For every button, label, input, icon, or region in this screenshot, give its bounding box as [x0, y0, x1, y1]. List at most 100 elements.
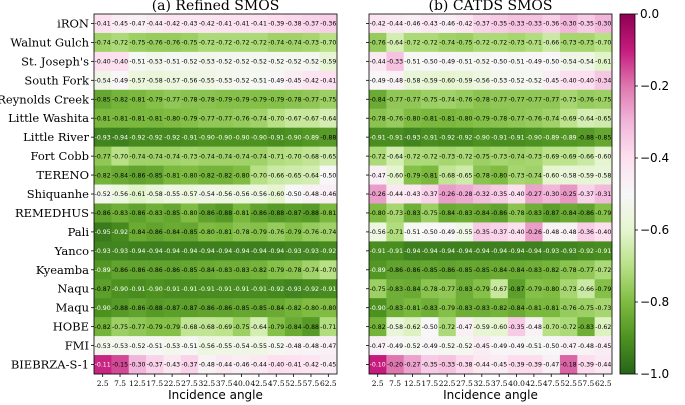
cell-label: -0.83 — [578, 324, 594, 331]
cell-label: -0.60 — [543, 172, 559, 179]
y-tick-label: Walnut Gulch — [10, 35, 89, 49]
heatmap-cell — [386, 222, 405, 242]
heatmap-cell — [525, 355, 543, 375]
cell-label: -0.60 — [387, 172, 403, 179]
cell-label: -0.52 — [303, 59, 319, 66]
heatmap-cell — [473, 14, 491, 34]
cell-label: -0.56 — [370, 229, 386, 236]
heatmap-cell — [232, 70, 251, 91]
cell-label: -0.51 — [181, 343, 197, 350]
heatmap-cell — [594, 203, 613, 223]
heatmap-cell — [302, 260, 320, 280]
cell-label: -0.66 — [268, 172, 284, 179]
heatmap-cell — [559, 222, 578, 242]
heatmap-cell — [146, 317, 164, 337]
cell-label: -0.91 — [320, 286, 336, 293]
cell-label: -0.85 — [422, 267, 438, 274]
cell-label: -0.88 — [320, 134, 336, 141]
heatmap-cell — [146, 203, 164, 223]
heatmap-cell — [215, 165, 234, 185]
heatmap-cell — [198, 146, 216, 166]
heatmap-cell — [319, 165, 338, 185]
heatmap-cell — [369, 336, 387, 356]
x-tick-label: 22.5 — [164, 379, 181, 388]
heatmap-cell — [507, 203, 526, 223]
heatmap-cell — [577, 146, 595, 166]
heatmap-cell — [403, 241, 422, 261]
heatmap-cell — [267, 70, 286, 91]
cell-label: -0.58 — [404, 78, 420, 85]
heatmap-cell — [284, 89, 303, 110]
heatmap-cell — [455, 89, 474, 110]
heatmap-cell — [525, 241, 543, 261]
y-tick-label: Shiquanhe — [27, 187, 89, 201]
heatmap-cell — [525, 70, 543, 91]
cell-label: -0.64 — [251, 324, 267, 331]
heatmap-cell — [319, 317, 338, 337]
heatmap-cell — [386, 127, 405, 147]
cell-label: -0.41 — [251, 21, 267, 28]
heatmap-cell — [594, 32, 613, 53]
cell-label: -0.68 — [181, 324, 197, 331]
heatmap-cell — [386, 51, 405, 72]
heatmap-cell — [577, 241, 595, 261]
cell-label: -0.79 — [251, 96, 267, 103]
cell-label: -0.56 — [112, 191, 128, 198]
cell-label: -0.39 — [509, 362, 525, 369]
heatmap-cell — [507, 127, 526, 147]
cell-label: -0.69 — [561, 115, 577, 122]
cell-label: -0.58 — [595, 172, 611, 179]
cell-label: -0.87 — [181, 305, 197, 312]
cell-label: -0.88 — [303, 210, 319, 217]
heatmap-cell — [594, 336, 613, 356]
y-tick-label: REMEDHUS — [15, 206, 89, 220]
heatmap-cell — [455, 298, 474, 318]
cell-label: -0.85 — [181, 229, 197, 236]
heatmap-cell — [490, 222, 509, 242]
cell-label: -0.90 — [199, 134, 215, 141]
cell-label: -0.93 — [95, 248, 111, 255]
cell-label: -0.86 — [491, 210, 507, 217]
cell-label: -0.46 — [234, 362, 250, 369]
cell-label: -0.49 — [387, 343, 403, 350]
cell-label: -0.90 — [474, 134, 490, 141]
cell-label: -0.83 — [216, 267, 232, 274]
cell-label: -0.48 — [286, 343, 302, 350]
heatmap-cell — [490, 89, 509, 110]
cell-label: -0.86 — [95, 210, 111, 217]
cell-label: -0.86 — [404, 267, 420, 274]
heatmap-cell — [232, 260, 251, 280]
cell-label: -0.88 — [112, 305, 128, 312]
cell-label: -0.79 — [181, 115, 197, 122]
cell-label: -0.76 — [561, 305, 577, 312]
heatmap-cell — [594, 298, 613, 318]
heatmap-cell — [250, 146, 268, 166]
cell-label: -0.94 — [439, 248, 455, 255]
cell-label: -0.69 — [216, 324, 232, 331]
cell-label: -0.79 — [404, 172, 420, 179]
x-tick-label: 57.5 — [578, 379, 595, 388]
cell-label: -0.88 — [578, 134, 594, 141]
cell-label: -0.52 — [268, 343, 284, 350]
cell-label: -0.77 — [543, 96, 559, 103]
cell-label: -0.54 — [95, 78, 111, 85]
heatmap-cell — [284, 146, 303, 166]
heatmap-cell — [438, 89, 457, 110]
cell-label: -0.72 — [595, 267, 611, 274]
heatmap-cell — [267, 317, 286, 337]
cell-label: -0.85 — [595, 134, 611, 141]
cell-label: -0.44 — [387, 21, 403, 28]
colorbar-tick-label: −0.2 — [640, 79, 669, 93]
cell-label: -0.67 — [491, 286, 507, 293]
heatmap-cell — [215, 146, 234, 166]
heatmap-cell — [163, 146, 182, 166]
heatmap-cell — [421, 317, 439, 337]
cell-label: -0.82 — [286, 305, 302, 312]
cell-label: -0.47 — [561, 343, 577, 350]
heatmap-cell — [386, 89, 405, 110]
cell-label: -0.67 — [286, 115, 302, 122]
heatmap-cell — [232, 127, 251, 147]
cell-label: -0.52 — [251, 59, 267, 66]
cell-label: -0.49 — [112, 78, 128, 85]
heatmap-cell — [128, 108, 147, 128]
